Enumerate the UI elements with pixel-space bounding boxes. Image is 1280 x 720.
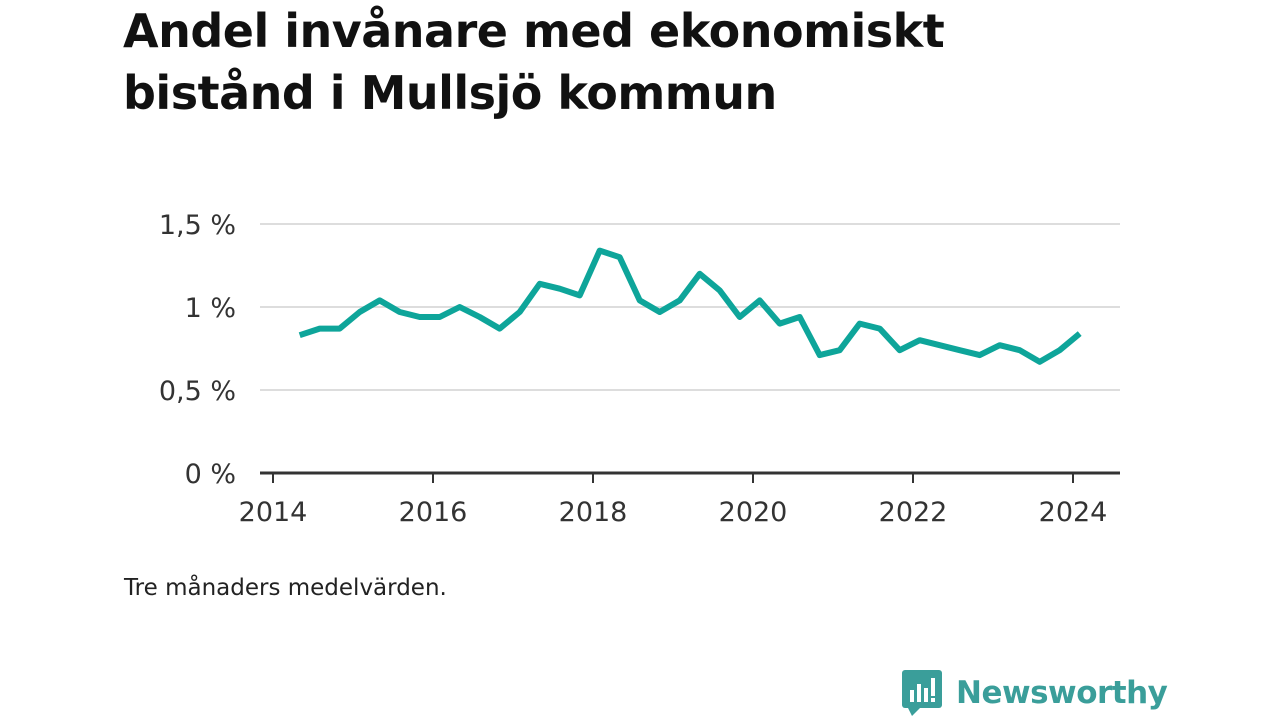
data-point xyxy=(497,326,503,332)
data-point xyxy=(997,342,1003,348)
data-point xyxy=(757,297,763,303)
data-point xyxy=(597,248,603,254)
x-tick-label: 2020 xyxy=(719,497,788,528)
chart-title: Andel invånare med ekonomiskt bistånd i … xyxy=(123,4,945,120)
data-point xyxy=(477,314,483,320)
data-point xyxy=(1037,359,1043,365)
y-tick-label: 0 % xyxy=(185,459,236,490)
data-point xyxy=(437,314,443,320)
x-tick-label: 2024 xyxy=(1039,497,1108,528)
data-point xyxy=(937,342,943,348)
grid-lines xyxy=(260,223,1120,391)
data-point xyxy=(957,347,963,353)
data-point xyxy=(1057,347,1063,353)
data-point xyxy=(737,314,743,320)
data-point xyxy=(857,321,863,327)
chart-footnote: Tre månaders medelvärden. xyxy=(124,575,447,601)
data-point xyxy=(817,352,823,358)
data-point xyxy=(657,309,663,315)
data-point xyxy=(517,309,523,315)
data-point xyxy=(637,297,643,303)
series-layer xyxy=(297,247,1083,365)
data-point xyxy=(457,304,463,310)
x-tick-label: 2018 xyxy=(559,497,628,528)
y-tick-label: 0,5 % xyxy=(159,376,236,407)
data-point xyxy=(577,292,583,298)
series-line xyxy=(298,247,1082,365)
newsworthy-logo[interactable]: Newsworthy xyxy=(902,670,1168,716)
data-point xyxy=(917,337,923,343)
data-point xyxy=(1077,331,1083,337)
newsworthy-bar-chart-icon xyxy=(902,670,942,716)
x-axis: 2014 2016 2018 2020 2022 2024 xyxy=(239,471,1120,528)
data-point xyxy=(877,326,883,332)
data-point xyxy=(377,297,383,303)
x-tick-label: 2022 xyxy=(879,497,948,528)
y-tick-label: 1 % xyxy=(185,293,236,324)
newsworthy-wordmark: Newsworthy xyxy=(956,675,1168,711)
data-point xyxy=(317,326,323,332)
data-point xyxy=(777,321,783,327)
data-point xyxy=(537,281,543,287)
data-point xyxy=(677,297,683,303)
y-tick-label: 1,5 % xyxy=(159,210,236,241)
y-axis-labels: 0 % 0,5 % 1 % 1,5 % xyxy=(159,210,236,490)
data-point xyxy=(397,309,403,315)
data-point xyxy=(617,254,623,260)
data-point xyxy=(797,314,803,320)
data-point xyxy=(337,326,343,332)
data-point xyxy=(417,314,423,320)
x-tick-label: 2016 xyxy=(399,497,468,528)
data-point xyxy=(697,271,703,277)
data-point xyxy=(297,332,303,338)
data-point xyxy=(977,352,983,358)
data-point xyxy=(717,287,723,293)
data-point xyxy=(557,286,563,292)
data-point xyxy=(1017,347,1023,353)
data-point xyxy=(357,309,363,315)
data-point xyxy=(897,347,903,353)
data-point xyxy=(837,347,843,353)
x-tick-label: 2014 xyxy=(239,497,308,528)
